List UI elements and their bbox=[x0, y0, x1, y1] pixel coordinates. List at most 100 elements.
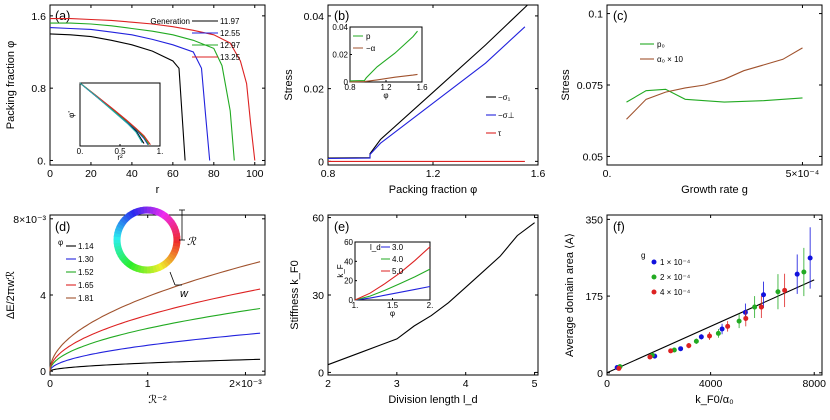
axes-frame bbox=[606, 214, 823, 376]
ring-segment bbox=[149, 265, 154, 274]
y-axis-label: Stress bbox=[560, 69, 572, 101]
inset-x-tick-label: 2. bbox=[427, 301, 434, 310]
y-tick-label: 0.05 bbox=[583, 151, 604, 163]
data-point bbox=[801, 269, 807, 275]
ring-segment bbox=[117, 252, 126, 260]
inset-x-tick-label: 1.6 bbox=[416, 83, 428, 92]
inset-legend-label: 4.0 bbox=[392, 255, 404, 264]
legend-label: 12.97 bbox=[220, 41, 241, 50]
panel-d: 0 1 2×10⁻³ 0 4 8×10⁻³ ℛ⁻² ΔE/2πwℛ (d) φ 1.14 1.30 1.… bbox=[5, 206, 266, 406]
x-axis-label: Division length l_d bbox=[388, 394, 477, 406]
y-tick-label: 0 bbox=[318, 156, 324, 168]
ring-segment bbox=[157, 262, 164, 271]
data-point bbox=[758, 304, 764, 310]
legend-label: 1 × 10⁻⁴ bbox=[660, 258, 691, 267]
inset-y-tick-label: 20 bbox=[344, 277, 353, 286]
data-point bbox=[807, 255, 813, 261]
legend-label: 4 × 10⁻⁴ bbox=[660, 288, 691, 297]
inset-line-3.0 bbox=[354, 285, 431, 301]
inset-x-tick-label: 0.8 bbox=[344, 83, 356, 92]
inset-y-label: k_F bbox=[336, 264, 345, 277]
series-line-1.81 bbox=[49, 261, 261, 372]
ring-segment bbox=[172, 233, 181, 238]
axes-frame bbox=[327, 214, 539, 376]
inset-x-label: r² bbox=[117, 153, 123, 162]
ring-segment bbox=[140, 206, 145, 215]
x-tick-label: 8000 bbox=[803, 378, 827, 390]
legend-marker bbox=[651, 274, 657, 280]
y-tick-label: 0.075 bbox=[577, 80, 603, 92]
ring-segment bbox=[162, 259, 170, 268]
data-point bbox=[668, 348, 674, 354]
series-line-1.52 bbox=[49, 307, 261, 372]
ring-segment bbox=[146, 266, 151, 274]
inset-line-0 bbox=[79, 82, 145, 144]
data-point bbox=[647, 354, 653, 360]
ring-segment bbox=[173, 236, 181, 241]
x-tick-label: 2 bbox=[325, 378, 331, 390]
inset-x-tick-label: 1. bbox=[157, 147, 164, 156]
legend-label: p₀ bbox=[657, 40, 665, 49]
inset-x-tick-label: 1. bbox=[352, 301, 359, 310]
data-point bbox=[715, 330, 721, 336]
x-tick-label: 0.8 bbox=[321, 168, 336, 180]
legend-label: −σ⊥ bbox=[498, 111, 515, 120]
data-point bbox=[616, 365, 622, 371]
x-tick-label: 0 bbox=[47, 378, 53, 390]
data-point bbox=[693, 338, 699, 344]
series-line-13.25 bbox=[50, 18, 256, 161]
x-axis-label: Packing fraction φ bbox=[389, 184, 477, 196]
y-tick-label: 4 bbox=[40, 290, 46, 302]
data-point bbox=[742, 309, 748, 315]
x-axis-label: ℛ⁻² bbox=[148, 394, 167, 406]
x-tick-label: 20 bbox=[85, 168, 97, 180]
legend-marker bbox=[651, 259, 657, 265]
y-tick-label: 0.1 bbox=[588, 9, 603, 21]
y-axis-label: ΔE/2πwℛ bbox=[5, 271, 17, 319]
y-axis-label: Packing fraction φ bbox=[5, 41, 17, 129]
axes-frame bbox=[327, 4, 539, 166]
panel-b: 0.8 1.2 1.6 0 0.02 0.04 Packing fraction φ Stre… bbox=[283, 4, 546, 196]
ring-segment bbox=[117, 219, 126, 227]
axes-frame bbox=[606, 4, 823, 166]
x-tick-label: 1.6 bbox=[531, 168, 546, 180]
inset-line-4 bbox=[79, 82, 143, 144]
y-axis-label: Stiffness k_F0 bbox=[289, 260, 301, 330]
legend-label: α₀ × 10 bbox=[657, 55, 684, 64]
inset-y-tick-label: 0 bbox=[344, 78, 349, 87]
panel-label: (e) bbox=[334, 220, 349, 234]
inset-legend-label: 5.0 bbox=[392, 267, 404, 276]
y-tick-label: 0.8 bbox=[31, 83, 46, 95]
inset-y-tick-label: 0.02 bbox=[332, 51, 348, 60]
inset-x-tick-label: 0. bbox=[77, 147, 84, 156]
data-point bbox=[743, 315, 749, 321]
legend-marker bbox=[651, 289, 657, 295]
series-line-1.65 bbox=[49, 288, 261, 372]
y-tick-label: 8×10⁻³ bbox=[13, 214, 46, 226]
y-tick-label: 350 bbox=[585, 214, 603, 226]
ring-segment bbox=[157, 209, 165, 218]
data-point bbox=[775, 289, 781, 295]
legend-label: τ bbox=[498, 129, 502, 138]
ring-segment bbox=[130, 209, 137, 218]
series-line-1.14 bbox=[49, 358, 261, 372]
radius-annotation: ℛ bbox=[187, 236, 197, 248]
x-tick-label: 0 bbox=[47, 168, 53, 180]
ring-segment bbox=[164, 215, 173, 223]
data-point bbox=[686, 343, 692, 349]
series-line-11.97 bbox=[49, 33, 186, 161]
ring-segment bbox=[113, 239, 121, 244]
inset-line-−α bbox=[349, 73, 418, 83]
inset-y-tick-label: 0.04 bbox=[332, 23, 348, 32]
y-tick-label: 0. bbox=[37, 155, 46, 167]
data-point bbox=[752, 304, 758, 310]
x-tick-label: 2×10⁻³ bbox=[229, 378, 262, 390]
x-tick-label: 80 bbox=[208, 168, 220, 180]
data-point bbox=[761, 292, 767, 298]
data-point bbox=[782, 287, 788, 293]
data-point bbox=[736, 318, 742, 324]
ring-segment bbox=[168, 220, 177, 228]
series-line-α₀ × 10 bbox=[626, 47, 803, 120]
x-tick-label: 3 bbox=[394, 378, 400, 390]
